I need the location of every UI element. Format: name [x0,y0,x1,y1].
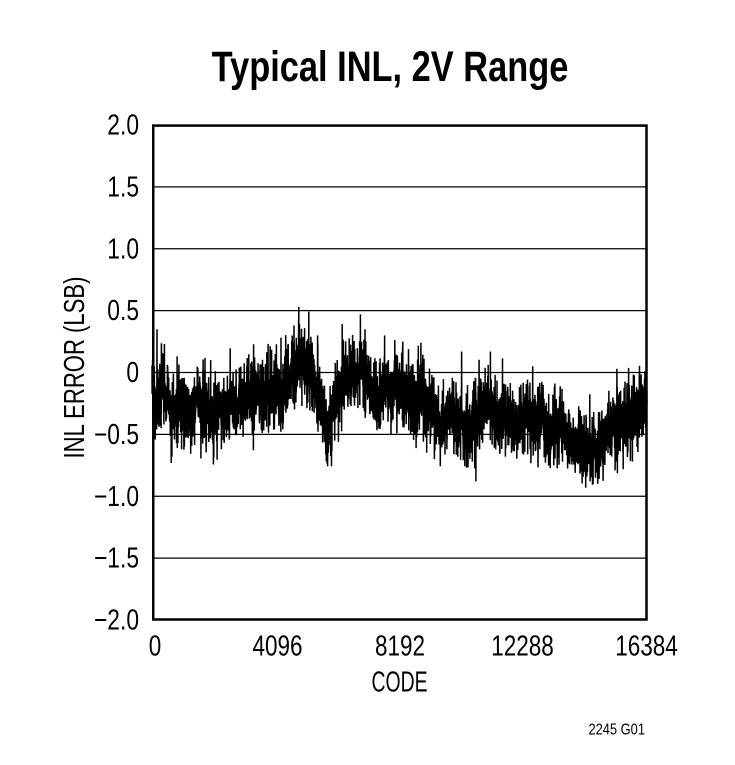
svg-text:−1.5: −1.5 [94,543,139,574]
svg-text:2245 G01: 2245 G01 [588,721,645,739]
svg-text:0: 0 [126,358,139,389]
svg-text:16384: 16384 [615,631,678,662]
svg-text:−0.5: −0.5 [94,420,139,451]
svg-text:1.5: 1.5 [107,172,139,203]
svg-text:12288: 12288 [491,631,554,662]
svg-text:2.0: 2.0 [107,110,139,141]
svg-text:0.5: 0.5 [107,296,139,327]
svg-text:0: 0 [149,631,162,662]
svg-text:8192: 8192 [375,631,425,662]
svg-text:CODE: CODE [372,667,428,699]
svg-text:4096: 4096 [252,631,302,662]
svg-text:−2.0: −2.0 [94,605,139,636]
svg-text:1.0: 1.0 [107,234,139,265]
svg-text:−1.0: −1.0 [94,482,139,513]
svg-text:Typical INL, 2V Range: Typical INL, 2V Range [212,44,569,91]
svg-text:INL ERROR (LSB): INL ERROR (LSB) [59,277,90,459]
